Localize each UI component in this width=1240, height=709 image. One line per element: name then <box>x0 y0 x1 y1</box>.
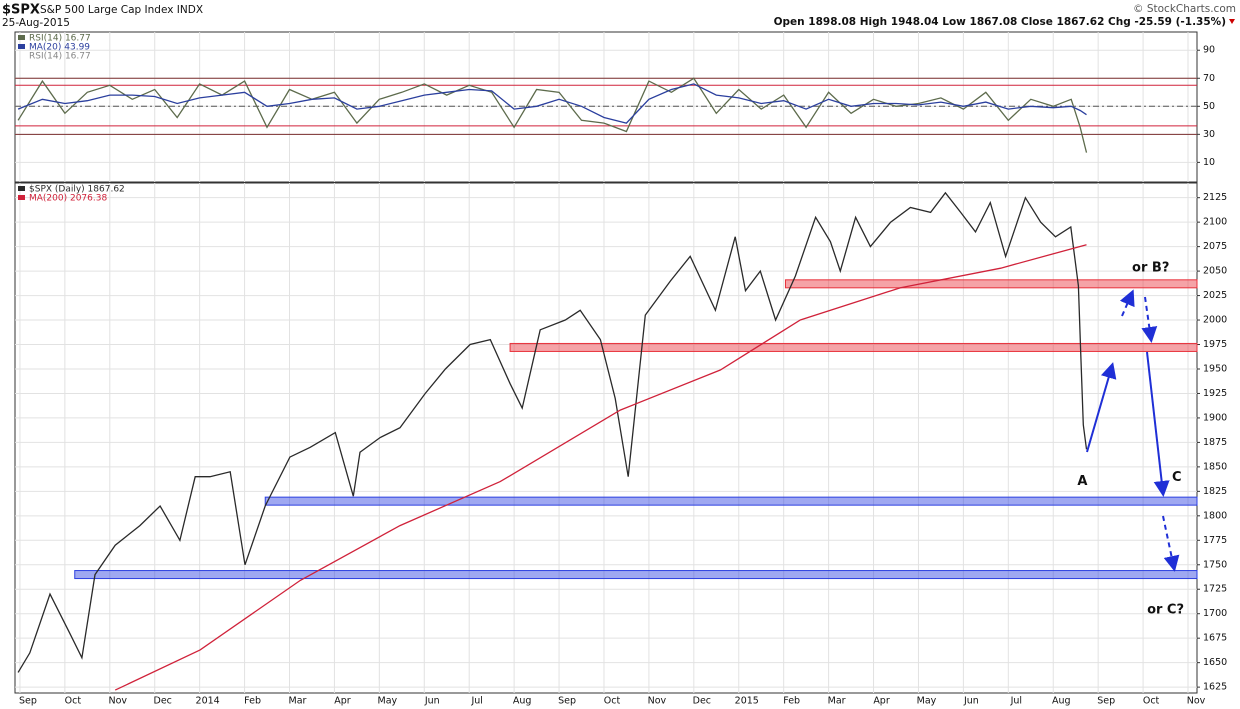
y-tick-label: 10 <box>1203 157 1215 168</box>
arrow <box>1141 296 1158 343</box>
x-tick-label: Mar <box>289 696 307 707</box>
x-tick-label: Oct <box>1143 696 1160 707</box>
y-tick-label: 1625 <box>1203 682 1227 693</box>
y-tick-label: 2025 <box>1203 290 1227 301</box>
series-line <box>114 244 1087 691</box>
annotation: A <box>1077 474 1087 489</box>
y-tick-label: 2125 <box>1203 192 1227 203</box>
y-tick-label: 1750 <box>1203 559 1227 570</box>
legend-entry: RSI(14) 16.77 <box>29 34 91 44</box>
support-band <box>264 496 1198 506</box>
quote: Open 1898.08 High 1948.04 Low 1867.08 Cl… <box>774 16 1226 28</box>
y-tick-label: 1650 <box>1203 657 1227 668</box>
date: 25-Aug-2015 <box>2 17 70 29</box>
y-tick-label: 2075 <box>1203 241 1227 252</box>
support-band <box>509 342 1198 352</box>
x-tick-label: Aug <box>513 696 532 707</box>
arrow <box>1119 289 1135 317</box>
index-name: S&P 500 Large Cap Index INDX <box>40 4 203 16</box>
price-panel <box>14 182 1198 694</box>
y-tick-label: 2100 <box>1203 217 1227 228</box>
y-tick-label: 1800 <box>1203 510 1227 521</box>
y-tick-label: 1850 <box>1203 461 1227 472</box>
x-tick-label: Sep <box>19 696 37 707</box>
x-tick-label: Feb <box>244 696 261 707</box>
support-band <box>74 570 1198 580</box>
x-tick-label: Apr <box>873 696 890 707</box>
y-tick-label: 1675 <box>1203 633 1227 644</box>
annotation: or B? <box>1132 261 1169 276</box>
down-icon <box>1229 19 1235 24</box>
y-tick-label: 1875 <box>1203 437 1227 448</box>
x-tick-label: Aug <box>1052 696 1071 707</box>
y-tick-label: 70 <box>1203 73 1215 84</box>
x-tick-label: Jun <box>963 696 979 707</box>
legend-swatch <box>18 186 25 191</box>
series-line <box>17 77 1088 153</box>
x-tick-label: Feb <box>783 696 800 707</box>
x-tick-label: Dec <box>154 696 172 707</box>
legend-swatch <box>18 44 25 49</box>
x-tick-label: Jul <box>470 696 482 707</box>
y-tick-label: 30 <box>1203 129 1215 140</box>
legend-note: RSI(14) 16.77 <box>29 52 91 62</box>
y-tick-label: 1725 <box>1203 584 1227 595</box>
x-tick-label: May <box>378 696 398 707</box>
symbol: $SPX <box>2 3 40 18</box>
x-tick-label: Oct <box>65 696 82 707</box>
series-line <box>17 83 1087 124</box>
x-tick-label: Nov <box>1187 696 1206 707</box>
support-band <box>784 279 1198 289</box>
arrow <box>1086 362 1117 453</box>
x-tick-label: Dec <box>693 696 711 707</box>
y-tick-label: 1700 <box>1203 608 1227 619</box>
legend-entry: MA(200) 2076.38 <box>29 194 107 204</box>
x-tick-label: Nov <box>109 696 128 707</box>
x-tick-label: Oct <box>604 696 621 707</box>
y-tick-label: 1925 <box>1203 388 1227 399</box>
wave-arrows <box>1086 289 1180 572</box>
x-tick-label: Sep <box>558 696 576 707</box>
legend-swatch <box>18 35 25 40</box>
x-tick-label: May <box>917 696 937 707</box>
y-tick-label: 1775 <box>1203 535 1227 546</box>
x-tick-label: Mar <box>828 696 846 707</box>
y-tick-label: 50 <box>1203 101 1215 112</box>
y-tick-label: 2000 <box>1203 315 1227 326</box>
y-tick-label: 1825 <box>1203 486 1227 497</box>
arrow <box>1146 351 1170 497</box>
y-tick-label: 2050 <box>1203 266 1227 277</box>
x-tick-label: Jul <box>1010 696 1022 707</box>
rsi-panel <box>14 31 1198 183</box>
legend-entry: MA(20) 43.99 <box>29 43 90 53</box>
arrow <box>1162 515 1180 572</box>
y-tick-label: 1900 <box>1203 412 1227 423</box>
x-tick-label: Jun <box>424 696 440 707</box>
series-line <box>17 191 1088 673</box>
copyright: © StockCharts.com <box>1133 3 1236 15</box>
y-tick-label: 90 <box>1203 45 1215 56</box>
x-tick-label: 2015 <box>735 696 759 707</box>
x-tick-label: Apr <box>334 696 351 707</box>
legend-swatch <box>18 195 25 200</box>
annotation: C <box>1172 470 1182 485</box>
y-tick-label: 1950 <box>1203 363 1227 374</box>
y-tick-label: 1975 <box>1203 339 1227 350</box>
x-tick-label: 2014 <box>196 696 220 707</box>
annotation: or C? <box>1147 602 1184 617</box>
legend-entry: $SPX (Daily) 1867.62 <box>29 185 125 195</box>
x-tick-label: Sep <box>1097 696 1115 707</box>
x-tick-label: Nov <box>648 696 667 707</box>
